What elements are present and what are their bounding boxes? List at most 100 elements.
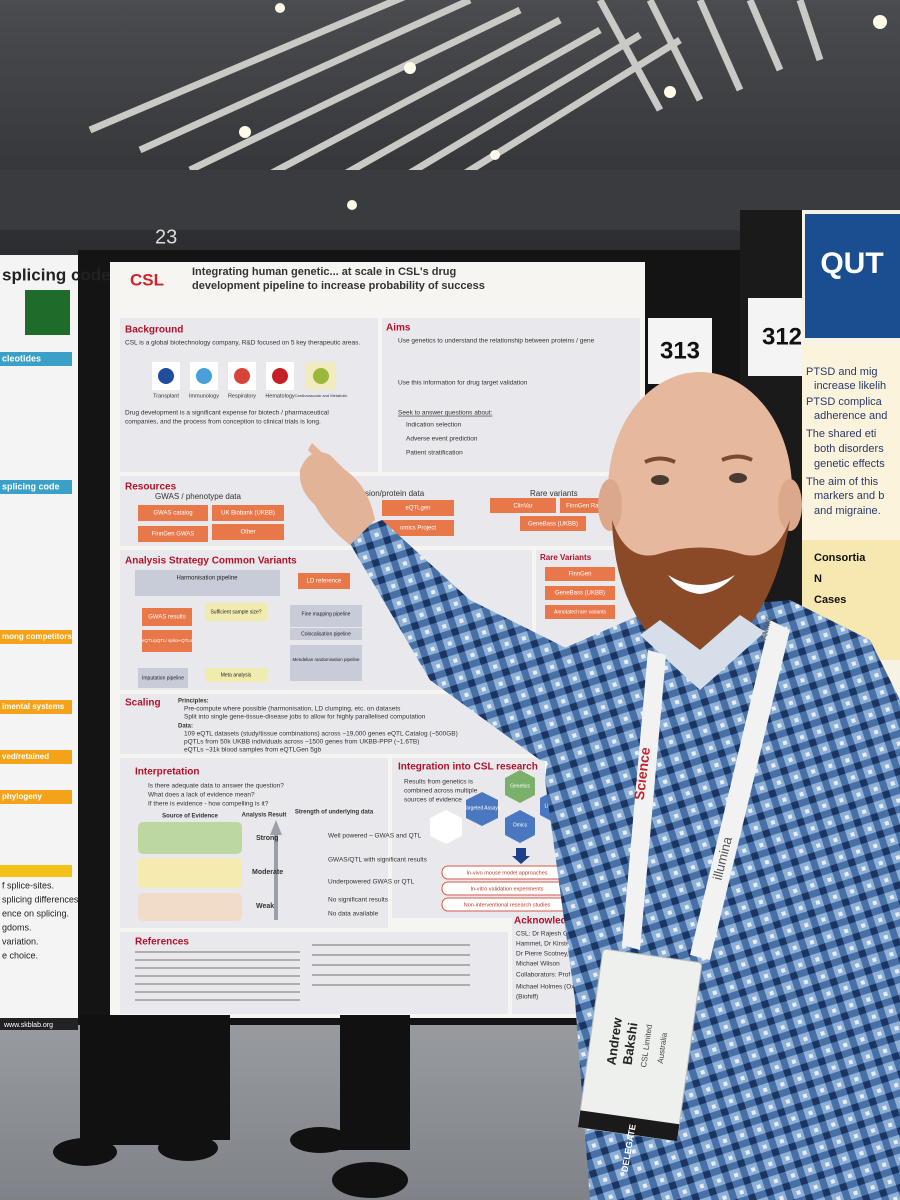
ack: Collaborators: Prof Tom [516,972,584,979]
poster-title: development pipeline to increase probabi… [192,280,485,292]
left-line: splicing differences. [2,894,81,904]
scaling-line: 109 eQTL datasets (study/tissue combinat… [184,731,458,738]
right-line: increase likelih [814,380,886,392]
level: Moderate [252,869,283,876]
section-text: companies, and the process from concepti… [125,419,321,426]
question: What does a lack of evidence mean? [148,792,255,799]
section-text: Drug development is a significant expens… [125,410,329,417]
left-title: splicing code [2,265,111,284]
table-row: N [814,573,822,585]
rare-item: FinnGen [568,572,591,578]
step: In-vitro validation experiments [470,886,543,892]
scaling-line: Data: [178,724,193,730]
pipeline-label: Imputation pipeline [142,675,184,681]
badge-country: Australia [656,1032,669,1065]
left-section: splicing code [2,481,60,491]
sign-number: 23 [155,226,177,248]
ack: Hammet, Dr Kirsten Gu [516,941,584,948]
column-head: Source of Evidence [162,814,218,820]
resource: UK Biobank (UKBB) [221,511,275,517]
resource: eQTLgen [405,506,430,512]
level: Strong [256,835,279,842]
section-text: CSL is a global biotechnology company, R… [125,340,360,347]
strength: Underpowered GWAS or QTL [328,879,414,886]
section-heading: Analysis Strategy Common Variants [125,556,297,567]
pipeline-label: GWAS results [148,615,185,621]
level: Weak [256,903,274,910]
integration-text: combined across multiple [404,788,478,795]
left-section: cleotides [2,353,41,363]
left-section: mong competitors [2,632,72,641]
ack: Michael Holmes (Oxfor [516,984,583,991]
column-head: Analysis Result [242,813,287,819]
table-row: Consortia [814,552,866,564]
section-heading: Rare Variants [540,553,592,562]
right-line: PTSD and mig [806,366,878,378]
strength: GWAS/QTL with significant results [328,857,428,864]
lanyard [622,620,790,960]
pipeline-label: eQTL/pQTL/ splice-QTLs [142,638,193,643]
pipeline-label: Harmonisation pipeline [176,576,238,582]
resource-boxes [138,498,610,542]
right-line: both disorders [814,443,884,455]
resource: FinnGen Rare [566,504,604,510]
scaling-line: Principles: [178,699,209,705]
qut-logo: QUT [820,247,883,280]
right-line: adherence and [814,410,887,422]
strength: No significant results [328,897,389,904]
question: If there is evidence - how compelling is… [148,801,269,808]
badge-name: Andrew [603,1016,625,1066]
subheading: GWAS / phenotype data [155,492,242,501]
integration-text: Results from genetics is [404,779,474,786]
lanyard-text: Science [631,746,653,801]
left-section: imental systems [2,702,65,711]
aim: Use genetics to understand the relations… [398,338,595,345]
pipeline-boxes [135,570,362,688]
section-heading: Interpretation [135,767,199,778]
poster-title: Integrating human genetic... at scale in… [192,266,456,278]
reference-lines [135,944,470,1001]
pipeline-label: Sufficient sample size? [210,609,261,615]
ack: (Biohiff) [516,994,538,1001]
section-heading: Acknowledge [514,916,579,927]
left-line: ence on splicing. [2,908,69,918]
question: Adverse event prediction [406,436,478,443]
aim: Use this information for drug target val… [398,380,528,387]
section-heading: Background [125,325,183,336]
hex-label: Targeted Assays [464,805,501,811]
scaling-line: pQTLs from 50k UKBB individuals across ~… [184,739,419,746]
resource: ClinVar [513,504,532,510]
left-section: phylogeny [2,792,43,801]
subheading: sion/protein data [365,489,425,498]
area-label: Hematology [265,393,295,399]
pipeline-label: Meta analysis [221,672,252,678]
booth-number: 312 [762,323,802,350]
step: Non-interventional research studies [464,902,551,908]
rare-item: GeneBass (UKBB) [555,591,605,597]
ceiling-slats [88,0,824,223]
evidence-boxes [138,820,282,921]
section-heading: Scaling [125,698,161,709]
table-row: Cases [814,594,846,606]
step: In-vivo mouse model approaches [466,870,547,876]
right-line: The aim of this [806,476,879,488]
ack: CSL: Dr Rajesh Ghai, D [516,931,585,938]
background-legs [53,1015,410,1198]
section-heading: Integration into CSL research [398,762,538,773]
badge-name: Bakshi [620,1021,641,1065]
resource: Other [240,530,255,536]
area-label: Cardiovascular and Metabolic [295,393,348,398]
hex-label: Omics [513,822,528,828]
step-boxes [441,865,573,912]
poster-logo: CSL [130,270,164,289]
pipeline-label: Mendelian randomisation pipeline [292,657,360,662]
right-line: genetic effects [814,458,885,470]
ceiling-lights [239,3,887,210]
ack: Dr Pierre Scotney, Prof [516,951,583,958]
left-url: www.skblab.org [3,1022,53,1029]
pipeline-label: Colocalisation pipeline [301,631,351,637]
section-heading: References [135,937,189,948]
subheading: Rare variants [530,489,578,498]
booth-card [748,298,802,376]
